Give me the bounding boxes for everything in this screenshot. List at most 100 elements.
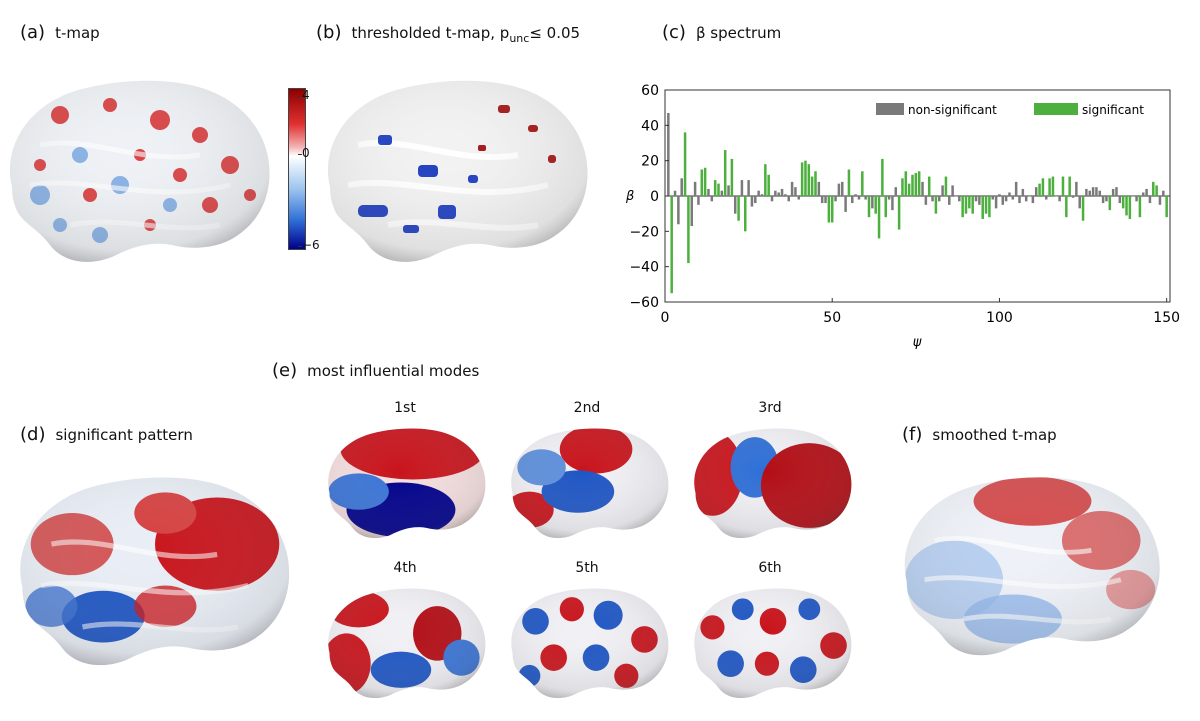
beta-bar xyxy=(1055,196,1058,197)
beta-bar xyxy=(934,196,938,214)
beta-bar xyxy=(988,196,991,218)
panel-a-title: (a) t-map xyxy=(20,22,100,43)
beta-bar xyxy=(867,196,871,218)
beta-bar xyxy=(683,132,687,196)
beta-bar xyxy=(1068,176,1071,196)
beta-bar xyxy=(817,181,821,196)
x-tick-label: 150 xyxy=(1153,310,1180,326)
beta-bar xyxy=(1045,196,1048,200)
beta-bar xyxy=(774,190,777,196)
beta-bar xyxy=(703,167,707,196)
beta-bar xyxy=(881,158,884,196)
beta-bar xyxy=(687,196,690,264)
beta-bar xyxy=(1058,196,1061,202)
beta-bar xyxy=(1071,196,1075,198)
beta-bar xyxy=(697,196,700,205)
beta-bar xyxy=(1041,178,1045,196)
beta-bar xyxy=(737,196,740,221)
beta-bar xyxy=(1141,192,1145,196)
beta-bar xyxy=(891,196,894,211)
beta-bar xyxy=(1048,178,1051,196)
panel-b-title: (b) thresholded t-map, punc≤ 0.05 xyxy=(316,22,581,45)
beta-bar xyxy=(971,196,974,214)
brain-tmap xyxy=(9,80,270,262)
beta-bar xyxy=(1018,196,1021,204)
beta-bar xyxy=(723,150,727,196)
beta-bar xyxy=(807,164,811,196)
beta-bar xyxy=(767,174,770,196)
beta-bar xyxy=(747,180,750,196)
beta-bar xyxy=(787,196,790,202)
beta-bar xyxy=(1011,196,1015,200)
beta-bar xyxy=(901,178,904,196)
y-axis-label: β xyxy=(625,189,634,204)
beta-bar xyxy=(680,178,683,196)
beta-bar xyxy=(1065,196,1068,218)
beta-bar xyxy=(744,196,747,232)
legend: non-significant significant xyxy=(876,103,1144,117)
beta-bar xyxy=(964,196,968,214)
beta-bar xyxy=(1158,196,1162,205)
y-tick-label: 0 xyxy=(650,189,659,205)
beta-spectrum-chart: −60 −40 −20 0 20 40 60 0 50 100 150 β ψ non-signi… xyxy=(625,83,1180,350)
colorbar-min-label: −6 xyxy=(298,238,320,252)
beta-bar xyxy=(777,192,780,196)
beta-bar xyxy=(1021,188,1025,196)
beta-bar xyxy=(830,196,834,223)
brain-mode-6 xyxy=(694,588,852,699)
beta-bar xyxy=(670,196,673,294)
beta-bar xyxy=(1101,196,1105,204)
x-tick-label: 100 xyxy=(986,310,1013,326)
colorbar xyxy=(288,88,306,250)
beta-bar xyxy=(968,196,971,209)
beta-bar xyxy=(733,196,737,214)
brain-mode-4 xyxy=(328,588,486,699)
beta-bar xyxy=(827,196,831,223)
beta-bar xyxy=(764,164,767,196)
beta-bar xyxy=(864,196,867,200)
beta-bar xyxy=(961,196,964,218)
x-tick-label: 0 xyxy=(661,310,670,326)
beta-bar xyxy=(740,180,744,196)
beta-bar xyxy=(824,196,827,204)
beta-bar xyxy=(1008,192,1011,196)
beta-bar xyxy=(713,180,717,196)
beta-bar xyxy=(794,187,797,196)
panel-e-title: (e) most influential modes xyxy=(272,360,480,381)
beta-bar xyxy=(1004,196,1008,202)
beta-bar xyxy=(991,196,995,200)
beta-bar xyxy=(1061,176,1065,196)
colorbar-max-label: 4 xyxy=(298,88,310,102)
y-tick-label: 40 xyxy=(641,118,659,134)
beta-bar xyxy=(907,183,911,196)
beta-bar xyxy=(981,196,984,219)
beta-bar xyxy=(757,190,760,196)
brain-thresholded xyxy=(327,80,588,262)
beta-bar xyxy=(1034,187,1038,196)
beta-bar xyxy=(1051,176,1055,196)
beta-bar xyxy=(1075,181,1078,196)
legend-significant-swatch xyxy=(1034,103,1078,115)
beta-bar xyxy=(931,196,934,202)
beta-bar xyxy=(677,196,680,225)
beta-bar xyxy=(1121,196,1125,209)
beta-bar xyxy=(948,196,951,205)
beta-bar xyxy=(954,196,958,197)
beta-bar xyxy=(1081,196,1085,221)
beta-bar xyxy=(814,171,817,196)
y-tick-label: −20 xyxy=(629,224,659,240)
beta-bar xyxy=(690,196,694,227)
beta-bar xyxy=(958,196,961,202)
brain-mode-3 xyxy=(694,428,852,539)
beta-bar xyxy=(994,196,998,209)
mode-6-title: 6th xyxy=(758,560,782,576)
beta-bar xyxy=(727,185,730,196)
colorbar-mid-label: 0 xyxy=(298,146,310,160)
mode-1-title: 1st xyxy=(394,400,416,416)
beta-bar xyxy=(1145,188,1148,196)
beta-bar xyxy=(1115,187,1118,196)
beta-bar xyxy=(944,176,948,196)
beta-bar xyxy=(717,183,720,196)
beta-bar xyxy=(921,181,924,196)
x-axis-label: ψ xyxy=(913,335,922,350)
